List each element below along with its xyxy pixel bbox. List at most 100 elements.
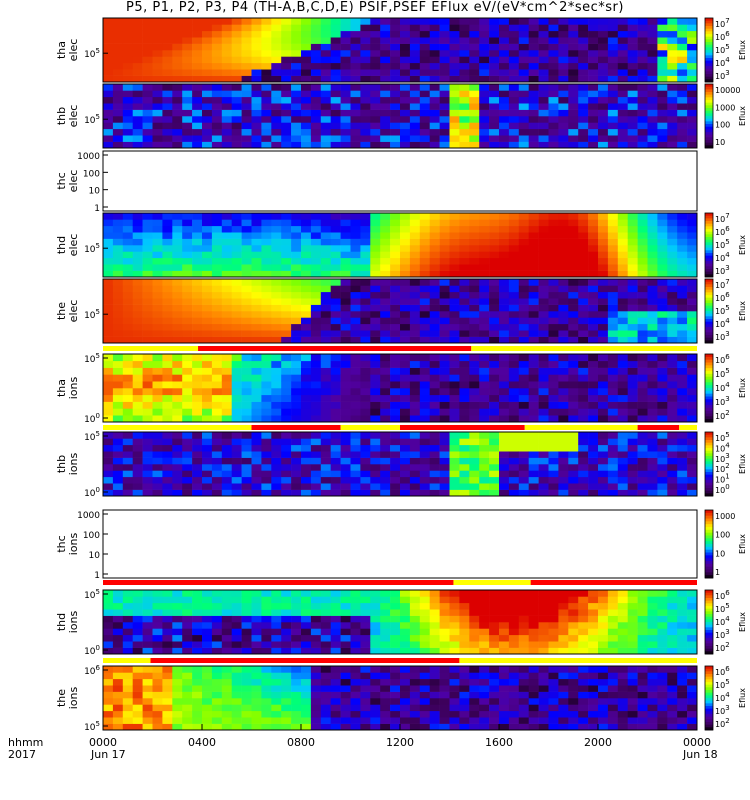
heatmap-cell [310, 18, 322, 25]
heatmap-cell [429, 279, 440, 286]
heatmap-cell [301, 451, 312, 458]
heatmap-cell [301, 444, 312, 452]
heatmap-cell [211, 609, 223, 616]
heatmap-cell [637, 323, 648, 331]
heatmap-cell [637, 37, 648, 44]
heatmap-cell [469, 225, 480, 233]
heatmap-cell [162, 685, 173, 692]
heatmap-cell [271, 457, 282, 465]
heatmap-cell [380, 285, 391, 293]
heatmap-cell [142, 24, 153, 32]
heatmap-cell [132, 394, 143, 402]
heatmap-cell [607, 103, 619, 110]
heatmap-cell [132, 232, 143, 239]
heatmap-cell [211, 232, 223, 239]
heatmap-cell [637, 135, 648, 142]
heatmap-cell [103, 285, 114, 293]
heatmap-cell [657, 381, 668, 389]
heatmap-cell [647, 641, 658, 648]
heatmap-cell [508, 43, 520, 51]
heatmap-cell [667, 330, 678, 337]
heatmap-cell [221, 590, 232, 597]
heatmap-cell [409, 103, 421, 110]
heatmap-cell [211, 245, 223, 252]
heatmap-cell [469, 75, 480, 83]
heatmap-cell [202, 388, 213, 396]
colorbar-segment [705, 399, 713, 403]
heatmap-cell [370, 323, 381, 331]
heatmap-cell [122, 213, 133, 220]
heatmap-cell [677, 122, 688, 130]
heatmap-cell [400, 438, 411, 446]
heatmap-cell [538, 50, 549, 57]
heatmap-cell [271, 717, 282, 724]
heatmap-cell [578, 279, 589, 286]
heatmap-cell [508, 628, 520, 636]
heatmap-cell [112, 304, 124, 312]
heatmap-cell [439, 602, 450, 610]
heatmap-cell [330, 672, 341, 680]
heatmap-cell [360, 381, 371, 389]
heatmap-cell [499, 710, 510, 718]
heatmap-cell [548, 367, 559, 375]
colorbar-segment [705, 110, 713, 114]
heatmap-cell [152, 298, 163, 305]
heatmap-cell [588, 311, 599, 318]
heatmap-cell [568, 457, 579, 465]
heatmap-cell [489, 213, 500, 220]
heatmap-cell [449, 30, 460, 38]
heatmap-cell [627, 103, 638, 110]
heatmap-cell [241, 476, 252, 484]
heatmap-cell [449, 50, 460, 57]
heatmap-cell [142, 394, 153, 402]
heatmap-cell [221, 457, 232, 465]
heatmap-cell [132, 374, 143, 382]
heatmap-cell [162, 354, 173, 362]
heatmap-cell [419, 476, 430, 484]
colorbar-segment [705, 480, 713, 484]
colorbar-frame [704, 17, 714, 83]
heatmap-cell [637, 213, 648, 220]
heatmap-cell [568, 291, 579, 299]
heatmap-cell [182, 323, 193, 331]
heatmap-cell [588, 323, 599, 331]
heatmap-cell [340, 483, 351, 490]
heatmap-cell [637, 285, 648, 293]
heatmap-cell [548, 615, 559, 623]
heatmap-cell [548, 116, 559, 123]
heatmap-cell [103, 103, 114, 110]
heatmap-cell [617, 628, 628, 636]
heatmap-cell [142, 602, 153, 610]
heatmap-cell [647, 37, 658, 44]
heatmap-cell [647, 264, 658, 271]
heatmap-cell [291, 622, 302, 629]
panel-frame [102, 589, 698, 655]
heatmap-cell [271, 609, 282, 616]
heatmap-cell [152, 432, 163, 439]
y-tick-label: 105 [84, 47, 100, 60]
heatmap-cell [568, 238, 579, 246]
heatmap-cell [419, 415, 430, 423]
heatmap-cell [627, 457, 638, 465]
heatmap-cell [677, 270, 688, 278]
heatmap-cell [489, 90, 500, 98]
heatmap-cell [400, 432, 411, 439]
heatmap-cell [677, 264, 688, 271]
heatmap-cell [221, 213, 232, 220]
heatmap-cell [449, 84, 460, 91]
heatmap-cell [301, 317, 312, 325]
heatmap-cell [409, 401, 421, 409]
heatmap-cell [320, 723, 331, 731]
heatmap-cell [142, 415, 153, 423]
heatmap-cell [607, 311, 619, 318]
heatmap-cell [241, 109, 252, 117]
heatmap-cell [271, 18, 282, 25]
heatmap-cell [419, 122, 430, 130]
colorbar-segment [705, 490, 713, 494]
heatmap-cell [221, 432, 232, 439]
heatmap-cell [301, 62, 312, 70]
heatmap-cell [429, 37, 440, 44]
heatmap-cell [271, 84, 282, 91]
heatmap-cell [370, 444, 381, 452]
heatmap-cell [301, 122, 312, 130]
